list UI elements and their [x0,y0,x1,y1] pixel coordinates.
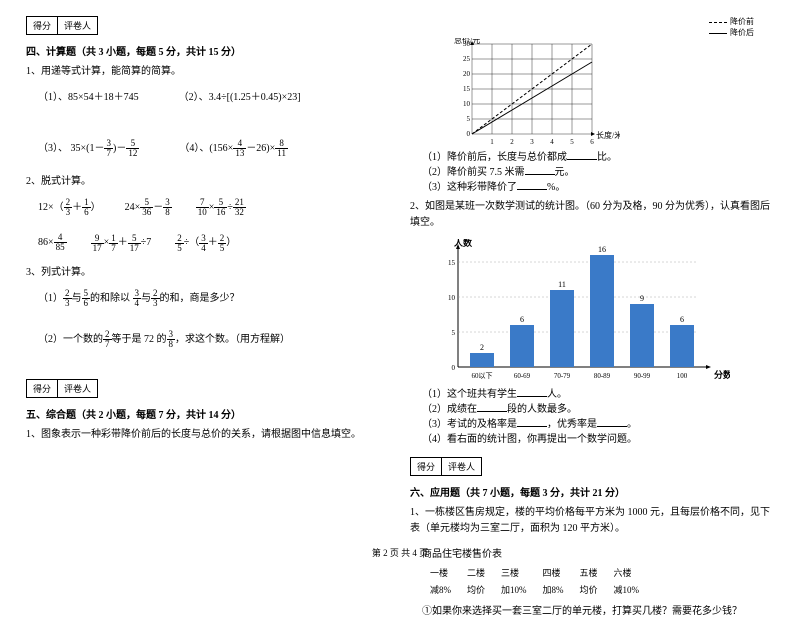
svg-text:5: 5 [467,115,471,123]
r2: 2、如图是某班一次数学测试的统计图。（60 分为及格，90 分为优秀），认真看图… [410,199,774,231]
svg-text:100: 100 [677,372,688,380]
r2c: （3）考试的及格率是，优秀率是。 [422,415,774,430]
left-column: 得分 评卷人 四、计算题（共 3 小题，每题 5 分，共计 15 分） 1、用递… [26,16,390,617]
svg-text:15: 15 [448,259,456,267]
q3a: （1）23与56的和除以 34与23的和，商是多少？ [38,289,390,308]
grader-label: 评卷人 [58,17,97,34]
svg-text:16: 16 [598,245,606,254]
svg-text:10: 10 [448,294,456,302]
q2d: 86×485 [38,233,67,252]
q1c: （3）、 35×(1－37)－512 [38,139,139,158]
svg-text:60以下: 60以下 [472,372,493,380]
svg-text:6: 6 [590,138,594,146]
svg-text:人数: 人数 [453,239,473,248]
svg-text:10: 10 [463,100,471,108]
y-axis-label: 总价/元 [454,38,480,45]
svg-text:5: 5 [570,138,574,146]
svg-text:6: 6 [680,315,684,324]
right-column: 降价前 降价后 051015202530 123456 总价/元 长度/米 [410,16,774,617]
q2b: 24×536－38 [125,198,172,217]
score-box-5: 得分 评卷人 [26,379,98,398]
dash-line-icon [709,22,727,23]
q2f: 25÷（34＋25） [175,233,236,252]
q2c: 710×516÷2132 [196,198,246,217]
chart-legend: 降价前 降价后 [410,16,754,38]
svg-text:3: 3 [530,138,534,146]
line-chart: 051015202530 123456 总价/元 长度/米 [450,38,600,148]
section5-title: 五、综合题（共 2 小题，每题 7 分，共计 14 分） [26,406,390,421]
r1c: （3）这种彩带降价了%。 [422,178,774,193]
bar-chart: 2 6 11 16 9 6 0 5 10 15 60以下 60-69 70-79 80-89 90-99… [430,239,710,379]
svg-text:80-89: 80-89 [594,372,611,380]
r1b: （2）降价前买 7.5 米需元。 [422,163,774,178]
q6-1q: ①如果你来选择买一套三室二厅的单元楼，打算买几楼？需要花多少钱？ [422,602,774,617]
svg-text:0: 0 [452,364,456,372]
svg-text:2: 2 [510,138,514,146]
price-table: 一楼二楼三楼四楼五楼六楼 减8%均价加10%加8%均价减10% [422,564,647,598]
page-footer: 第 2 页 共 4 页 [0,546,800,559]
svg-text:60-69: 60-69 [514,372,531,380]
q1b: （2）、3.4÷[(1.25＋0.45)×23] [179,88,301,103]
svg-text:6: 6 [520,315,524,324]
section4-title: 四、计算题（共 3 小题，每题 5 分，共计 15 分） [26,43,390,58]
q2: 2、脱式计算。 [26,174,390,190]
q1d: （4）、(156×413－26)×811 [179,139,288,158]
svg-text:90-99: 90-99 [634,372,651,380]
svg-text:1: 1 [490,138,494,146]
r2b: （2）成绩在段的人数最多。 [422,400,774,415]
q1a: （1）、85×54＋18＋745 [38,88,139,103]
q2e: 917×17＋517÷7 [91,233,152,252]
r2d: （4）看右面的统计图，你再提出一个数学问题。 [422,430,774,445]
q6-1: 1、一栋楼区售房规定，楼的平均价格每平方米为 1000 元，且每层价格不同，见下… [410,505,774,537]
section6-title: 六、应用题（共 7 小题，每题 3 分，共计 21 分） [410,484,774,499]
x-axis-label: 长度/米 [596,130,620,140]
q3: 3、列式计算。 [26,265,390,281]
svg-text:25: 25 [463,55,471,63]
svg-text:70-79: 70-79 [554,372,571,380]
svg-text:9: 9 [640,294,644,303]
q3b: （2）一个数的27等于是 72 的38，求这个数。（用方程解） [38,330,390,349]
solid-line-icon [709,33,727,34]
score-box: 得分 评卷人 [26,16,98,35]
svg-text:20: 20 [463,70,471,78]
svg-text:15: 15 [463,85,471,93]
q2a: 12×（23＋16） [38,198,101,217]
svg-text:分数: 分数 [714,369,730,380]
svg-text:0: 0 [467,130,471,138]
svg-text:2: 2 [480,343,484,352]
svg-text:4: 4 [550,138,554,146]
q5-1: 1、图象表示一种彩带降价前后的长度与总价的关系，请根据图中信息填空。 [26,427,390,443]
score-label: 得分 [27,17,58,34]
q1: 1、用递等式计算，能简算的简算。 [26,64,390,80]
score-box-6: 得分 评卷人 [410,457,482,476]
svg-text:11: 11 [558,280,566,289]
svg-text:5: 5 [452,329,456,337]
